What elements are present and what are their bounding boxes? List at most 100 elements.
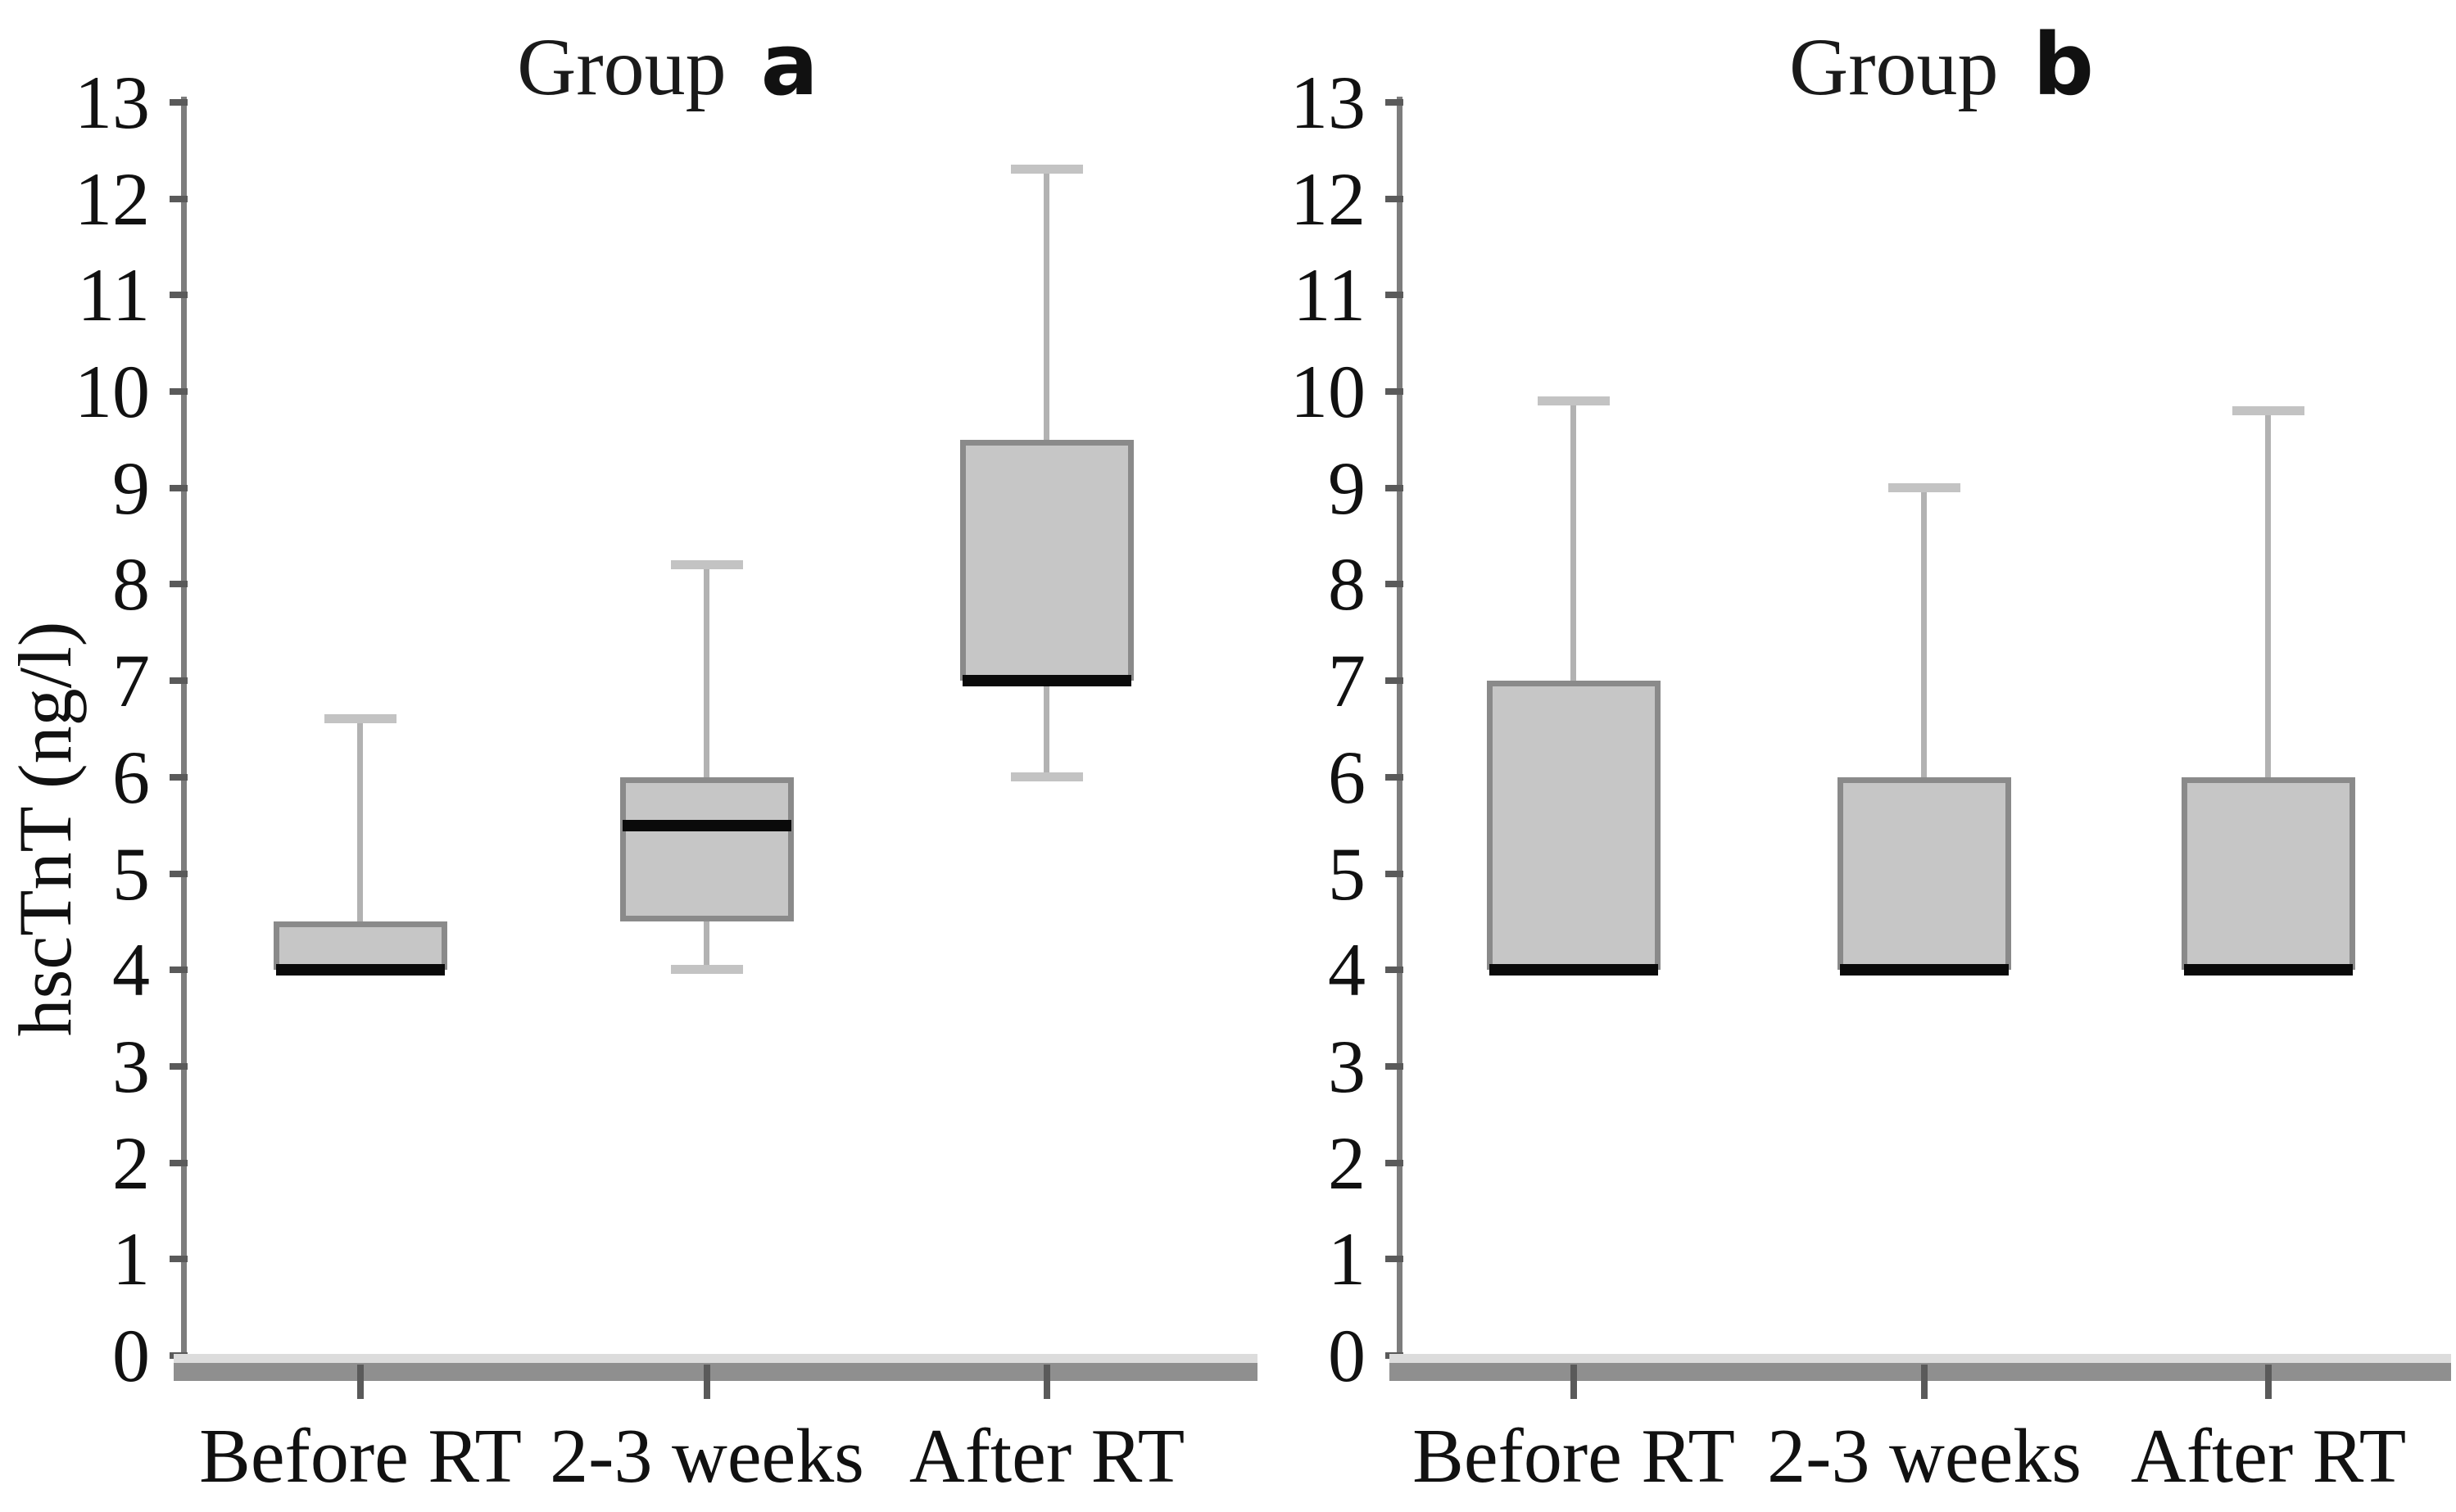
y-tick — [170, 388, 188, 396]
y-tick — [1385, 388, 1403, 396]
y-axis — [1397, 97, 1402, 1365]
whisker-stem-upper — [1921, 487, 1927, 777]
y-tick — [170, 1256, 188, 1263]
y-axis — [181, 97, 187, 1365]
x-category-label: Before RT — [199, 1414, 522, 1499]
y-tick-label: 6 — [112, 735, 150, 819]
y-tick — [170, 292, 188, 299]
y-tick-label: 12 — [1290, 156, 1366, 241]
y-tick — [170, 967, 188, 974]
y-tick-label: 6 — [1328, 735, 1366, 819]
y-tick-label: 9 — [1328, 446, 1366, 530]
whisker-stem-upper — [2265, 410, 2271, 777]
whisker-cap-lower — [671, 965, 743, 975]
y-tick — [170, 195, 188, 202]
y-tick-label: 11 — [1293, 253, 1366, 337]
y-tick-label: 4 — [112, 928, 150, 1012]
y-tick-label: 0 — [112, 1314, 150, 1397]
x-axis-line — [1389, 1354, 2451, 1363]
y-tick-label: 3 — [112, 1024, 150, 1108]
y-tick — [1385, 870, 1403, 877]
whisker-stem-upper — [357, 719, 363, 922]
x-category-label: After RT — [2130, 1414, 2407, 1499]
median-line — [1840, 964, 2009, 976]
panel-title-group-b: Group b — [1789, 15, 2094, 115]
y-tick — [1385, 1159, 1403, 1166]
y-tick-label: 9 — [112, 446, 150, 530]
y-tick-label: 13 — [1290, 61, 1366, 144]
y-tick — [170, 581, 188, 588]
y-tick-label: 1 — [1328, 1217, 1366, 1301]
x-category-label: After RT — [909, 1414, 1185, 1499]
whisker-cap-lower — [1011, 772, 1083, 781]
median-line — [963, 675, 1131, 687]
y-tick-label: 2 — [1328, 1120, 1366, 1205]
box-before-rt — [1487, 681, 1661, 971]
panel-letter: a — [760, 15, 818, 115]
x-axis-line — [1389, 1363, 2451, 1381]
x-category-tick — [2265, 1365, 2272, 1399]
y-tick — [1385, 1256, 1403, 1263]
whisker-stem-upper — [1570, 401, 1576, 681]
y-tick-label: 8 — [112, 542, 150, 627]
y-tick — [170, 870, 188, 877]
panel-title-text: Group — [1789, 21, 1999, 112]
y-tick-label: 1 — [112, 1217, 150, 1301]
x-axis-line — [174, 1354, 1257, 1363]
median-line — [623, 819, 791, 831]
x-category-label: Before RT — [1412, 1414, 1735, 1499]
y-tick — [170, 1062, 188, 1070]
y-tick-label: 2 — [112, 1120, 150, 1205]
y-tick — [170, 1159, 188, 1166]
y-tick-label: 11 — [77, 253, 150, 337]
median-line — [1489, 964, 1658, 976]
y-tick — [170, 99, 188, 106]
whisker-stem-lower — [1044, 681, 1049, 777]
y-tick — [1385, 773, 1403, 781]
box-2-3-weeks — [620, 776, 794, 922]
y-tick-label: 7 — [112, 639, 150, 723]
y-tick-label: 0 — [1328, 1314, 1366, 1397]
y-tick — [1385, 581, 1403, 588]
whisker-stem-upper — [704, 564, 709, 777]
x-category-label: 2-3 weeks — [550, 1414, 864, 1499]
y-tick-label: 7 — [1328, 639, 1366, 723]
y-tick — [1385, 292, 1403, 299]
median-line — [276, 964, 445, 976]
y-tick — [170, 677, 188, 685]
y-tick-label: 13 — [75, 61, 150, 144]
y-tick-label: 12 — [75, 156, 150, 241]
whisker-stem-lower — [704, 921, 709, 971]
median-line — [2184, 964, 2353, 976]
box-2-3-weeks — [1837, 776, 2011, 971]
y-tick — [1385, 195, 1403, 202]
box-after-rt — [960, 439, 1134, 681]
y-tick-label: 8 — [1328, 542, 1366, 627]
y-tick — [1385, 967, 1403, 974]
panel-title-group-a: Group a — [517, 15, 818, 115]
x-category-label: 2-3 weeks — [1767, 1414, 2082, 1499]
y-tick — [1385, 1062, 1403, 1070]
whisker-cap-upper — [2232, 405, 2304, 415]
whisker-cap-upper — [1888, 482, 1960, 492]
box-after-rt — [2182, 776, 2355, 971]
whisker-cap-upper — [1538, 396, 1610, 405]
x-category-tick — [357, 1365, 364, 1399]
x-category-tick — [1921, 1365, 1928, 1399]
box-before-rt — [274, 921, 447, 971]
x-category-tick — [704, 1365, 710, 1399]
y-tick-label: 10 — [75, 350, 150, 434]
y-tick — [170, 484, 188, 491]
y-tick — [1385, 677, 1403, 685]
y-tick-label: 4 — [1328, 928, 1366, 1012]
whisker-cap-upper — [324, 714, 396, 724]
y-tick — [1385, 484, 1403, 491]
y-tick — [170, 773, 188, 781]
x-category-tick — [1044, 1365, 1050, 1399]
x-category-tick — [1570, 1365, 1577, 1399]
whisker-cap-upper — [1011, 165, 1083, 174]
whisker-cap-upper — [671, 559, 743, 569]
panel-letter: b — [2032, 15, 2094, 115]
panel-title-text: Group — [517, 21, 727, 112]
